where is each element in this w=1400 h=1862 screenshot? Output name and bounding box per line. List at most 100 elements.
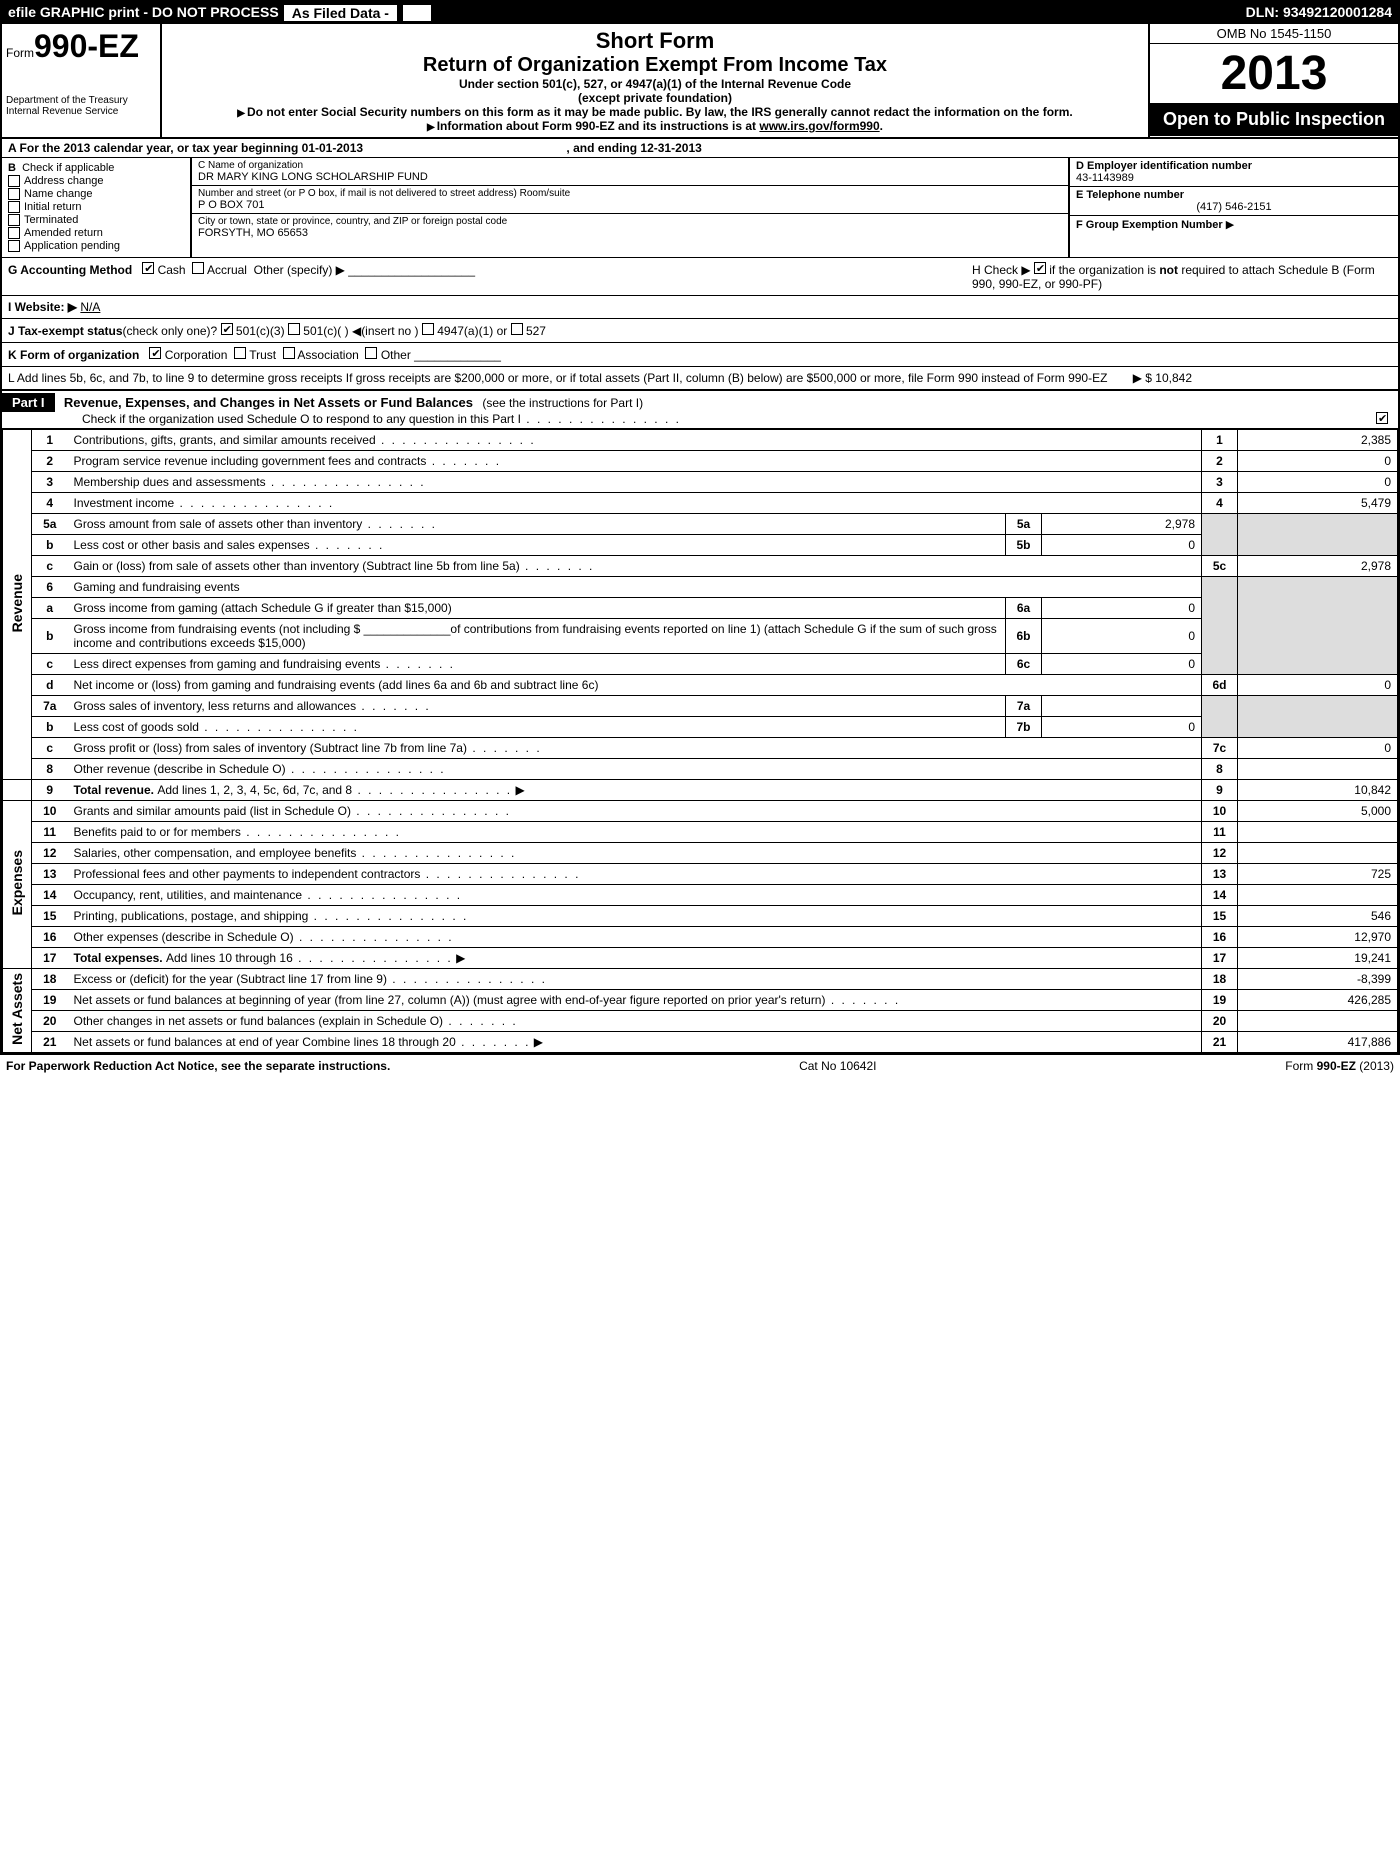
- l-val: ▶ $ 10,842: [1133, 371, 1192, 385]
- opt-name-change: Name change: [24, 188, 93, 200]
- ln19-desc: Net assets or fund balances at beginning…: [74, 993, 826, 1007]
- ln7b-no: b: [32, 717, 68, 738]
- b-check: Check if applicable: [22, 162, 114, 174]
- b-label: B: [8, 162, 16, 174]
- note1-arrow: [237, 105, 247, 119]
- ln10-desc: Grants and similar amounts paid (list in…: [74, 804, 351, 818]
- chk-cash[interactable]: [142, 262, 154, 274]
- ln11-desc: Benefits paid to or for members: [74, 825, 241, 839]
- ln6-shade-val: [1238, 577, 1398, 675]
- ln21-no: 21: [32, 1032, 68, 1053]
- g-accrual: Accrual: [207, 263, 247, 277]
- ln6c-sub: 6c: [1006, 654, 1042, 675]
- ln3-desc: Membership dues and assessments: [74, 475, 266, 489]
- ln6b-no: b: [32, 619, 68, 654]
- chk-terminated[interactable]: [8, 214, 20, 226]
- ln6d-no: d: [32, 675, 68, 696]
- chk-4947[interactable]: [422, 323, 434, 335]
- chk-accrual[interactable]: [192, 262, 204, 274]
- chk-address-change[interactable]: [8, 175, 20, 187]
- dept1: Department of the Treasury: [6, 95, 156, 106]
- form-prefix: Form: [6, 46, 34, 60]
- ln7-shade-val: [1238, 696, 1398, 738]
- ln1-num: 1: [1202, 430, 1238, 451]
- chk-trust[interactable]: [234, 347, 246, 359]
- row-k: K Form of organization Corporation Trust…: [2, 343, 1398, 367]
- ln6d-val: 0: [1238, 675, 1398, 696]
- chk-amended[interactable]: [8, 227, 20, 239]
- d-label: D Employer identification number: [1076, 160, 1392, 172]
- ln9-num: 9: [1202, 780, 1238, 801]
- ln16-desc: Other expenses (describe in Schedule O): [74, 930, 294, 944]
- ln2-no: 2: [32, 451, 68, 472]
- ln6c-no: c: [32, 654, 68, 675]
- ln5c-no: c: [32, 556, 68, 577]
- chk-501c3[interactable]: [221, 323, 233, 335]
- ln8-desc: Other revenue (describe in Schedule O): [74, 762, 286, 776]
- chk-corp[interactable]: [149, 347, 161, 359]
- ln4-val: 5,479: [1238, 493, 1398, 514]
- ln14-no: 14: [32, 885, 68, 906]
- footer-left: For Paperwork Reduction Act Notice, see …: [6, 1059, 390, 1073]
- form-number: 990-EZ: [34, 28, 139, 64]
- header: Form990-EZ Department of the Treasury In…: [2, 24, 1398, 139]
- ln13-desc: Professional fees and other payments to …: [74, 867, 421, 881]
- ln7b-subval: 0: [1042, 717, 1202, 738]
- ln6b-sub: 6b: [1006, 619, 1042, 654]
- chk-schedule-o[interactable]: [1376, 412, 1388, 424]
- chk-501c[interactable]: [288, 323, 300, 335]
- ln19-num: 19: [1202, 990, 1238, 1011]
- ln16-no: 16: [32, 927, 68, 948]
- chk-assoc[interactable]: [283, 347, 295, 359]
- chk-name-change[interactable]: [8, 188, 20, 200]
- ln17-desc2: Add lines 10 through 16: [166, 951, 293, 965]
- ln17-no: 17: [32, 948, 68, 969]
- ln6a-sub: 6a: [1006, 598, 1042, 619]
- note2-link[interactable]: www.irs.gov/form990: [759, 119, 879, 133]
- l-text: L Add lines 5b, 6c, and 7b, to line 9 to…: [8, 371, 1107, 385]
- omb: OMB No 1545-1150: [1150, 24, 1398, 44]
- j-opt2b: (insert no ): [361, 324, 418, 338]
- ln15-num: 15: [1202, 906, 1238, 927]
- ln14-val: [1238, 885, 1398, 906]
- ln9-no: 9: [32, 780, 68, 801]
- sub1: Under section 501(c), 527, or 4947(a)(1)…: [170, 77, 1140, 91]
- chk-other[interactable]: [365, 347, 377, 359]
- ln18-num: 18: [1202, 969, 1238, 990]
- h-label: H Check ▶: [972, 263, 1031, 277]
- c-addr-label: Number and street (or P O box, if mail i…: [198, 188, 1062, 199]
- ln9-val: 10,842: [1238, 780, 1398, 801]
- ln20-no: 20: [32, 1011, 68, 1032]
- ln5-shade: [1202, 514, 1238, 556]
- ln7c-num: 7c: [1202, 738, 1238, 759]
- sub2: (except private foundation): [170, 91, 1140, 105]
- chk-initial-return[interactable]: [8, 201, 20, 213]
- section-a: A For the 2013 calendar year, or tax yea…: [2, 139, 1398, 158]
- side-rev-bottom: [3, 780, 32, 801]
- title-short-form: Short Form: [170, 28, 1140, 54]
- j-opt4: 527: [526, 324, 546, 338]
- ln6-no: 6: [32, 577, 68, 598]
- e-label: E Telephone number: [1076, 189, 1392, 201]
- topbar: efile GRAPHIC print - DO NOT PROCESS As …: [2, 2, 1398, 24]
- asfiled-box: As Filed Data -: [283, 4, 398, 22]
- chk-h[interactable]: [1034, 262, 1046, 274]
- phone: (417) 546-2151: [1076, 201, 1392, 213]
- header-right: OMB No 1545-1150 2013 Open to Public Ins…: [1148, 24, 1398, 137]
- row-l: L Add lines 5b, 6c, and 7b, to line 9 to…: [2, 367, 1398, 391]
- ln11-val: [1238, 822, 1398, 843]
- part1-label: Part I: [2, 393, 55, 412]
- col-c: C Name of organization DR MARY KING LONG…: [192, 158, 1068, 257]
- ln13-val: 725: [1238, 864, 1398, 885]
- ln5b-subval: 0: [1042, 535, 1202, 556]
- ln21-num: 21: [1202, 1032, 1238, 1053]
- side-expenses: Expenses: [3, 801, 32, 969]
- ln18-desc: Excess or (deficit) for the year (Subtra…: [74, 972, 387, 986]
- j-opt1: 501(c)(3): [236, 324, 285, 338]
- ln13-num: 13: [1202, 864, 1238, 885]
- ln6a-desc: Gross income from gaming (attach Schedul…: [74, 601, 452, 615]
- part1-title: Revenue, Expenses, and Changes in Net As…: [58, 393, 479, 412]
- chk-527[interactable]: [511, 323, 523, 335]
- chk-app-pending[interactable]: [8, 240, 20, 252]
- ln6d-num: 6d: [1202, 675, 1238, 696]
